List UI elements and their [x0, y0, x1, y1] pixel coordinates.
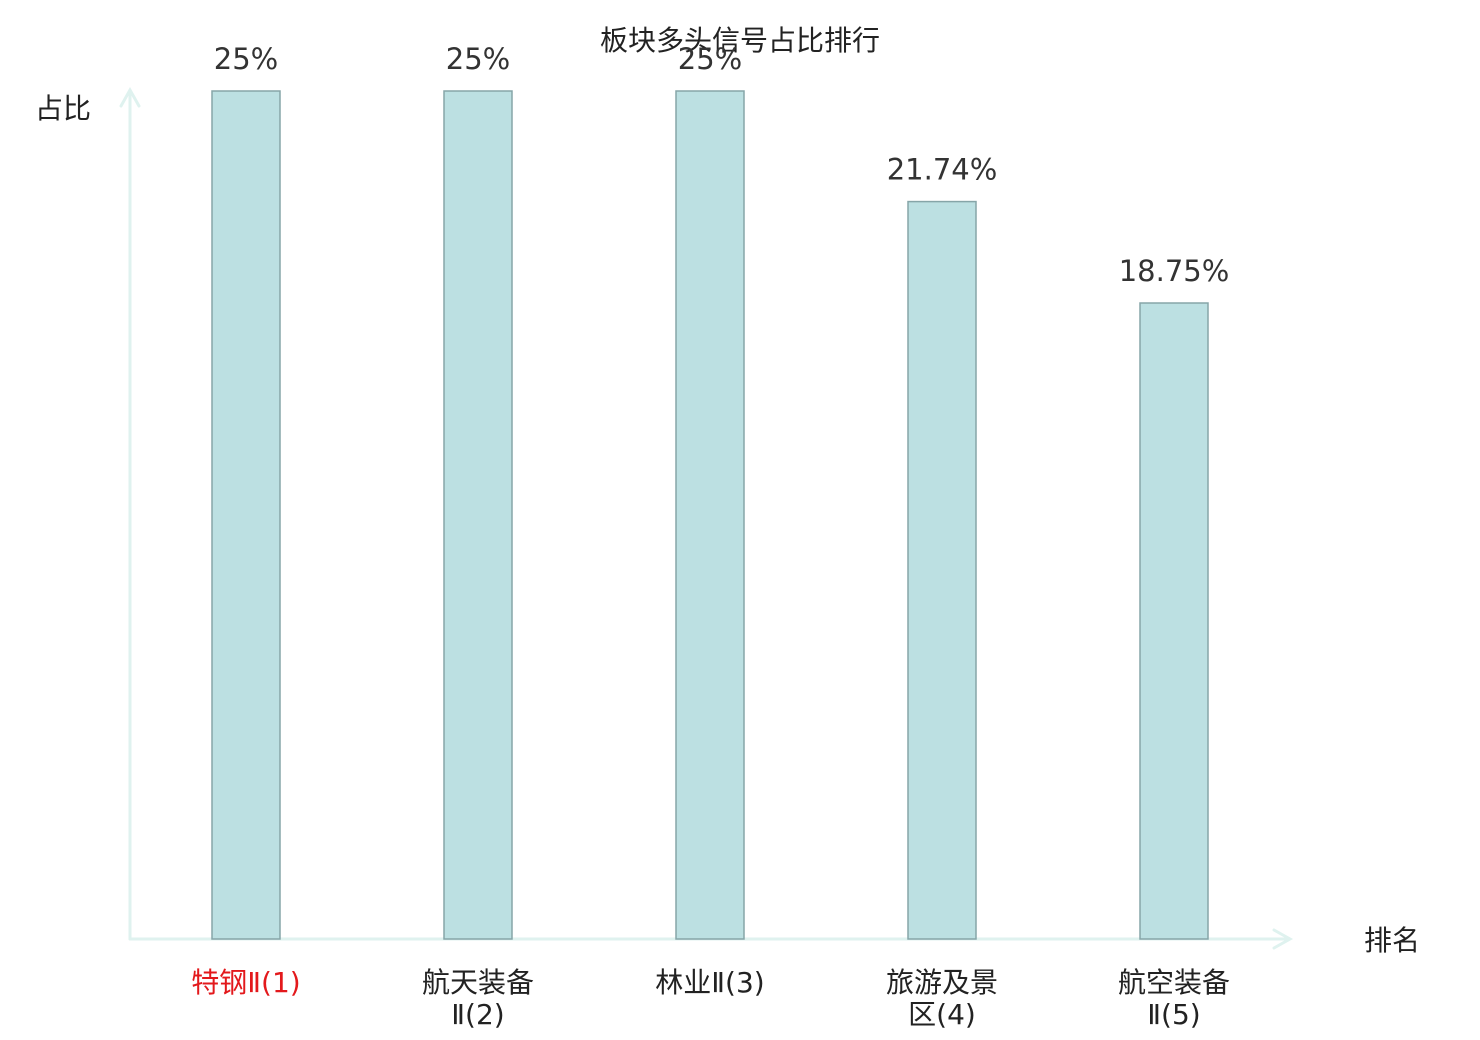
x-tick-label: 特钢Ⅱ(1) — [191, 966, 300, 999]
x-tick-label: 林业Ⅱ(3) — [655, 966, 764, 999]
y-axis — [119, 86, 141, 941]
x-tick-label: 航空装备 Ⅱ(5) — [1118, 966, 1230, 1031]
x-axis-label: 排名 — [1364, 924, 1420, 957]
x-tick-label: 旅游及景区(4) — [886, 966, 998, 1031]
bar — [443, 90, 513, 940]
bar — [1139, 302, 1209, 940]
chart-title: 板块多头信号占比排行 — [600, 24, 880, 57]
value-label: 25% — [678, 42, 742, 76]
bar — [907, 200, 977, 940]
bar — [211, 90, 281, 940]
value-label: 25% — [214, 42, 278, 76]
x-tick-label: 航天装备 Ⅱ(2) — [422, 966, 534, 1031]
bar — [675, 90, 745, 940]
y-axis-label: 占比 — [35, 92, 91, 125]
value-label: 21.74% — [887, 153, 998, 187]
value-label: 25% — [446, 42, 510, 76]
value-label: 18.75% — [1119, 254, 1230, 288]
